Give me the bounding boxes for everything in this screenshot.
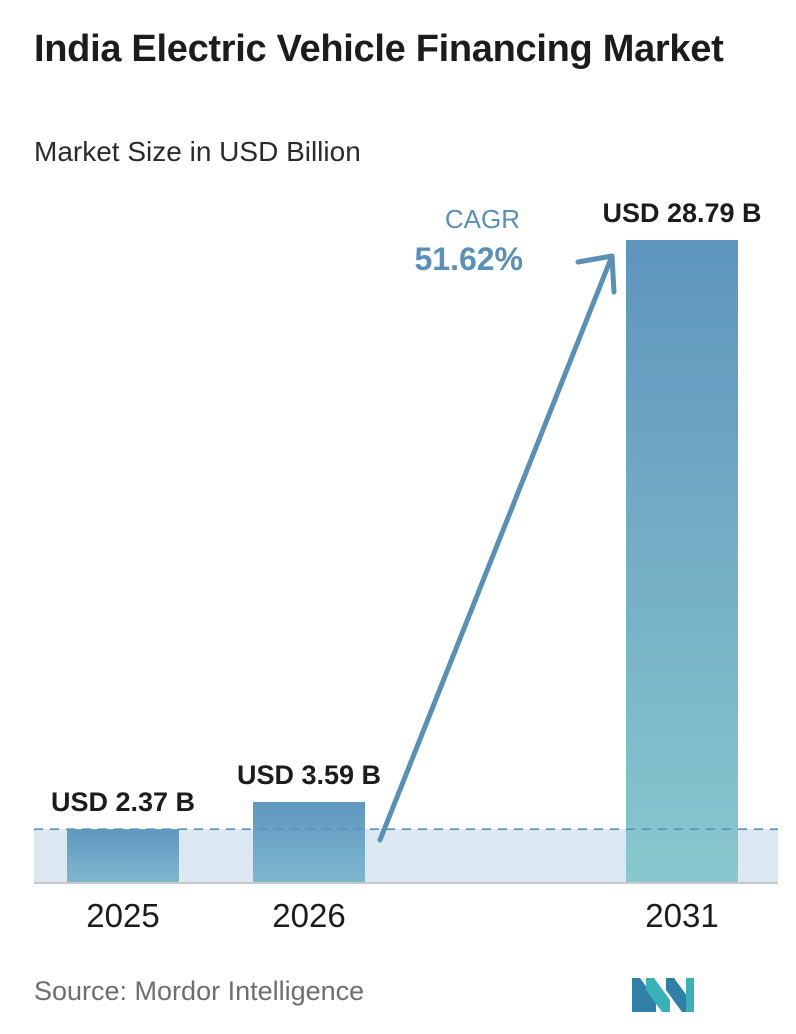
value-label-2025: USD 2.37 B [51,787,195,817]
chart-title: India Electric Vehicle Financing Market [34,28,724,70]
cagr-label: CAGR [445,204,520,234]
bar-chart: USD 2.37 B USD 3.59 B USD 28.79 B 2025 2026 2… [34,198,778,934]
value-label-2031: USD 28.79 B [602,198,761,228]
cagr-arrowhead-icon [575,253,617,295]
mordor-intelligence-logo-icon [632,978,694,1012]
x-tick-label-2026: 2026 [272,897,345,934]
bar-2025 [67,829,179,882]
x-tick-label-2025: 2025 [86,897,159,934]
cagr-arrow-line [377,253,615,843]
cagr-value: 51.62% [414,241,523,277]
bar-2026 [253,801,365,882]
source-note: Source: Mordor Intelligence [34,976,365,1006]
chart-subtitle: Market Size in USD Billion [34,136,361,167]
bar-2031 [626,240,738,882]
x-tick-label-2031: 2031 [645,897,718,934]
value-label-2026: USD 3.59 B [237,760,381,790]
